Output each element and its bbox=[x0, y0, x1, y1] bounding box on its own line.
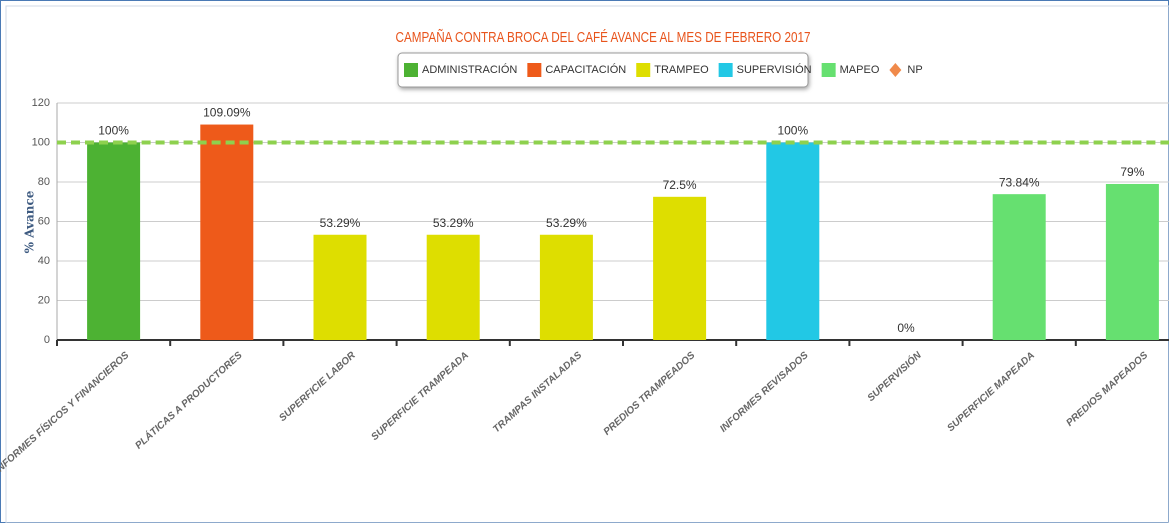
legend-label: TRAMPEO bbox=[654, 64, 709, 76]
y-tick-label: 120 bbox=[32, 97, 50, 109]
y-axis-label: % Avance bbox=[23, 190, 37, 253]
bar bbox=[766, 142, 820, 340]
legend-swatch bbox=[821, 63, 836, 77]
bar bbox=[426, 234, 480, 340]
data-label: 53.29% bbox=[546, 216, 587, 230]
y-tick-label: 40 bbox=[38, 255, 50, 267]
legend: ADMINISTRACIÓN CAPACITACIÓN TRAMPEO SUPERVI… bbox=[404, 63, 923, 77]
data-label: 100% bbox=[777, 124, 808, 138]
y-tick-label: 0 bbox=[44, 334, 50, 346]
legend-swatch bbox=[527, 63, 542, 77]
legend-label: CAPACITACIÓN bbox=[545, 63, 626, 76]
bar bbox=[992, 194, 1046, 340]
inner-frame bbox=[5, 5, 1169, 523]
bar bbox=[653, 196, 707, 340]
bar bbox=[200, 124, 254, 341]
data-label: 100% bbox=[98, 124, 129, 138]
legend-marker bbox=[889, 63, 902, 77]
y-tick-label: 20 bbox=[38, 294, 50, 306]
legend-label: MAPEO bbox=[840, 64, 880, 76]
legend-label: NP bbox=[907, 64, 922, 76]
y-tick-label: 100 bbox=[32, 136, 50, 148]
data-label: 79% bbox=[1120, 165, 1144, 179]
legend-label: ADMINISTRACIÓN bbox=[422, 63, 517, 76]
bar bbox=[539, 234, 593, 340]
bar bbox=[1105, 183, 1159, 340]
legend-swatch bbox=[404, 63, 418, 77]
y-tick-label: 60 bbox=[38, 215, 50, 227]
data-label: 53.29% bbox=[320, 216, 361, 230]
data-label: 109.09% bbox=[203, 106, 251, 120]
data-label: 73.84% bbox=[999, 175, 1040, 189]
data-label: 0% bbox=[897, 321, 915, 335]
bar bbox=[313, 234, 367, 340]
y-tick-label: 80 bbox=[38, 176, 50, 188]
chart-title: CAMPAÑA CONTRA BROCA DEL CAFÉ AVANCE AL … bbox=[396, 29, 811, 46]
data-label: 53.29% bbox=[433, 216, 474, 230]
legend-label: SUPERVISIÓN bbox=[737, 63, 812, 76]
legend-swatch bbox=[718, 63, 733, 77]
data-label: 72.5% bbox=[663, 178, 697, 192]
bar bbox=[87, 142, 141, 340]
legend-box bbox=[397, 52, 809, 88]
legend-swatch bbox=[636, 63, 651, 77]
